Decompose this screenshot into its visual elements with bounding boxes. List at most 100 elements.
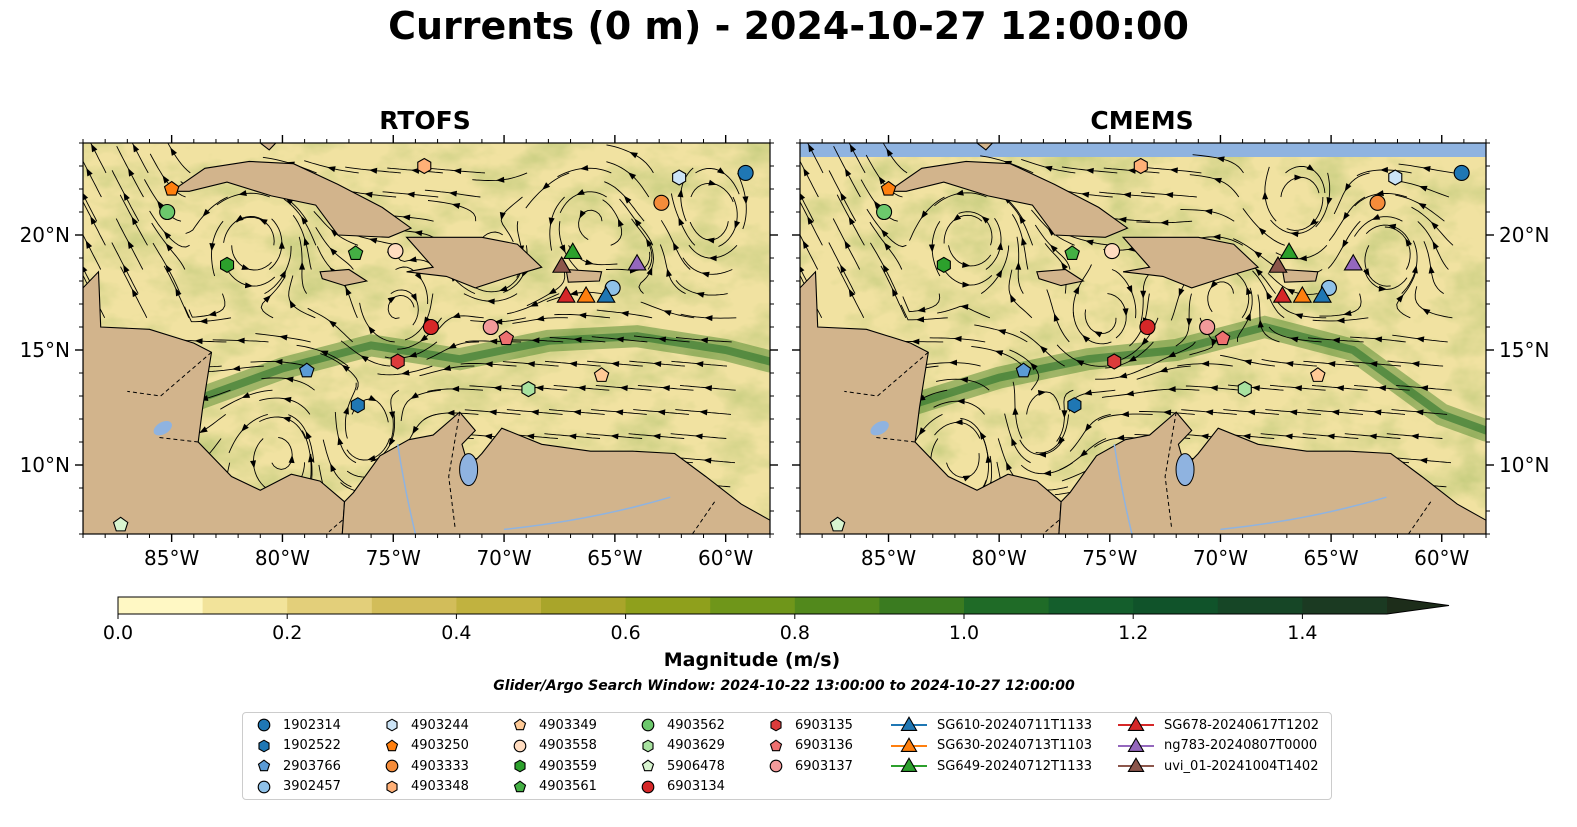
marker-4903561 [1064,245,1080,261]
marker-ng783-20240807T0000 [1127,736,1145,752]
marker-SG649-20240712T1133 [563,242,583,260]
colorbar-segment [1133,597,1219,614]
marker-4903250 [880,180,897,196]
colorbar-segment [1302,597,1388,614]
legend-label: 4903348 [411,779,469,794]
legend-label: 6903136 [795,738,853,753]
axis-ticks [75,135,778,542]
marker-6903137 [482,318,499,336]
legend-label: 4903244 [411,717,469,733]
legend-item: 1902314 [253,715,341,735]
lon-tick-label: 65°W [1303,546,1358,570]
lat-tick-label: 15°N [20,338,70,362]
legend-item: 4903558 [509,736,597,756]
marker-4903349 [1310,367,1326,382]
legend-hexagon-icon [386,780,398,793]
legend-item: 4903348 [381,777,469,797]
colorbar-tick-label: 0.0 [103,622,133,644]
legend-label: 6903134 [667,779,725,794]
marker-1902522 [1067,397,1082,414]
legend-label: SG678-20240617T1202 [1164,717,1320,733]
legend-item: SG610-20240711T1133 [889,715,1092,735]
lon-tick-label: 65°W [587,546,642,570]
lon-tick-label: 85°W [861,546,916,570]
marker-4903561 [513,780,527,792]
colorbar-segment [118,597,204,614]
legend-item: 6903134 [637,777,725,797]
legend-label: SG649-20240712T1133 [937,758,1093,774]
marker-1902314 [737,164,754,181]
lat-tick-label: 20°N [20,223,70,247]
colorbar-extend-arrow [1387,597,1449,614]
lon-tick-label: 70°W [1193,546,1248,570]
marker-4903348 [386,780,398,793]
legend-item: 6903135 [765,715,853,735]
legend-circle-icon [257,780,271,793]
marker-6903134 [1139,318,1156,336]
marker-SG630-20240713T1103 [1292,285,1313,303]
legend-label: 4903629 [667,738,725,753]
marker-6903136 [498,330,515,346]
legend-label: 2903766 [283,758,341,774]
marker-ng783-20240807T0000 [627,253,647,271]
marker-SG678-20240617T1202 [1127,716,1145,731]
colorbar-segment [1048,597,1134,614]
legend-label: 3902457 [283,779,341,794]
legend-pentagon-icon [641,759,655,772]
legend-circle-icon [641,718,655,732]
colorbar-tick-label: 0.8 [780,622,810,644]
legend-hexagon-icon [642,739,654,752]
legend-item: SG630-20240713T1103 [889,736,1092,756]
legend-pentagon-icon [385,739,399,751]
marker-1902314 [1453,164,1470,181]
legend-label: 6903135 [795,717,853,733]
legend-item: 4903559 [509,756,597,776]
legend-circle-icon [641,780,655,793]
legend-item: 1902522 [253,736,341,756]
platform-markers [829,157,1470,532]
legend-triangle-icon [1118,716,1154,731]
marker-4903349 [513,718,527,731]
legend-circle-icon [385,759,399,773]
legend-circle-icon [769,759,783,773]
marker-uvi_01-20241004T1402 [1127,757,1145,772]
colorbar-segment [1217,597,1303,614]
legend-triangle-icon [891,757,927,772]
marker-6903134 [422,318,439,336]
legend-label: SG630-20240713T1103 [937,738,1093,753]
colorbar-tick-label: 0.2 [272,622,302,644]
marker-uvi_01-20241004T1402 [1268,255,1288,273]
colorbar-segment [371,597,457,614]
legend-item: 4903244 [381,715,469,735]
legend-pentagon-icon [769,739,783,751]
colorbar-segment [794,597,880,614]
panel-title-cmems: CMEMS [1090,106,1194,135]
legend-label: 4903562 [667,717,725,733]
lat-tick-label: 15°N [1499,338,1549,362]
marker-4903558 [1103,243,1121,260]
marker-4903348 [1133,157,1148,175]
lat-tick-label: 10°N [1499,453,1549,477]
colorbar-segment [625,597,711,614]
land [800,143,1486,534]
marker-1902314 [257,718,271,732]
legend-item: 4903349 [509,715,597,735]
legend-hexagon-icon [386,718,398,732]
lon-tick-label: 80°W [255,546,310,570]
marker-6903135 [770,718,782,732]
legend-label: 4903349 [539,717,597,733]
marker-4903562 [159,203,176,221]
marker-SG678-20240617T1202 [556,285,576,303]
marker-1902522 [258,739,270,752]
map-panel-cmems: 85°W 80°W 75°W 70°W 65°W 60°W 10°N 15°N 20°N [792,135,1549,570]
marker-SG630-20240713T1103 [576,285,596,303]
marker-6903134 [641,780,655,793]
legend-label: 1902522 [283,738,341,753]
legend-label: SG610-20240711T1133 [937,717,1093,733]
marker-4903629 [1237,380,1252,398]
marker-SG649-20240712T1133 [900,757,918,772]
marker-4903559 [514,759,526,773]
marker-3902457 [257,780,271,793]
legend-item: ng783-20240807T0000 [1116,736,1317,756]
panel-title-rtofs: RTOFS [379,106,471,135]
